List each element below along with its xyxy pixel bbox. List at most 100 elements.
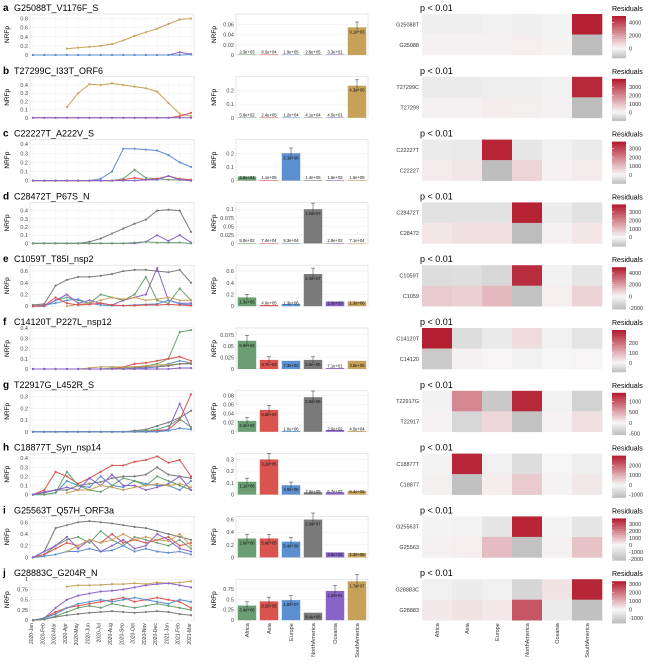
- legend-color-step: [612, 26, 626, 29]
- series-point-Africa: [99, 606, 102, 610]
- series-point-NorthAmerica: [144, 610, 147, 614]
- legend-color-step: [612, 478, 626, 482]
- series-point-Oceania: [178, 51, 181, 54]
- heatmap-cell-SouthAmerica: [572, 516, 603, 538]
- series-line-SouthAmerica: [66, 296, 191, 307]
- bar-SouthAmerica: [347, 243, 367, 244]
- line-y-tick-label: 0.6: [20, 269, 28, 275]
- panel-i: i G25563T_Q57H_ORF3a p < 0.01 0 0.2 0.4 0.6 NRF…: [3, 505, 643, 563]
- series-point-Oceania: [122, 367, 125, 371]
- legend-color-step: [612, 533, 626, 536]
- bar-SouthAmerica: [347, 430, 367, 432]
- series-point-NorthAmerica: [189, 362, 193, 365]
- legend-tick-label: -1000: [629, 550, 643, 556]
- legend-color-step: [612, 472, 626, 475]
- series-point-Asia: [144, 458, 147, 462]
- bar-Asia: [259, 601, 279, 621]
- series-point-Oceania: [189, 366, 193, 370]
- legend-color-step: [612, 531, 626, 534]
- legend-color-step: [612, 399, 626, 402]
- series-point-Europe: [110, 600, 114, 603]
- legend-tick-label: 0: [629, 607, 632, 613]
- bar-plot-frame: [235, 76, 369, 119]
- legend-color-step: [612, 83, 626, 86]
- legend-color-step: [612, 543, 626, 546]
- legend-color-step: [612, 30, 626, 34]
- line-y-tick-label: 0: [25, 116, 28, 122]
- series-point-SouthAmerica: [77, 92, 80, 95]
- legend-color-step: [612, 152, 626, 155]
- bar-SouthAmerica: [347, 360, 367, 369]
- panel-j: j G28883C_G204R_N p < 0.01 0 0.25 0.5 0.75 1 NRF…: [2, 568, 643, 624]
- legend-color-step: [612, 235, 626, 239]
- legend-color-step: [612, 101, 626, 105]
- heatmap-cell-SouthAmerica: [572, 599, 603, 621]
- series-point-NorthAmerica: [88, 240, 91, 243]
- heatmap-cell-NorthAmerica: [512, 390, 543, 412]
- series-point-SouthAmerica: [167, 296, 170, 299]
- bar-count-label: 2.2e+04: [327, 593, 343, 598]
- series-point-NorthAmerica: [122, 475, 125, 478]
- heatmap-cell-NorthAmerica: [512, 579, 543, 600]
- series-point-Asia: [167, 598, 170, 601]
- bar-count-label: 6.8e+04: [261, 412, 277, 417]
- series-point-Asia: [178, 355, 181, 358]
- legend-color-step: [612, 413, 626, 417]
- bar-Asia: [259, 359, 279, 369]
- series-point-Africa: [167, 241, 170, 244]
- heatmap-row-label: C22227: [400, 168, 419, 174]
- heatmap-cell-Europe: [482, 202, 513, 224]
- heatmap-cell-Oceania: [542, 14, 573, 35]
- series-point-Africa: [156, 428, 159, 431]
- bar-y-tick-label: 0.04: [223, 33, 234, 39]
- legend-color-step: [612, 581, 626, 584]
- series-point-Oceania: [144, 488, 147, 492]
- series-point-Oceania: [54, 116, 57, 119]
- legend-color-step: [612, 277, 626, 281]
- panel-c: c C22227T_A222V_S p < 0.01 0 0.1 0.2 0.3 0.4 NRF…: [3, 129, 643, 185]
- legend-color-step: [612, 409, 626, 412]
- line-y-tick-label: 0.1: [20, 483, 28, 489]
- legend-color-step: [612, 539, 626, 542]
- series-point-SouthAmerica: [189, 17, 193, 20]
- month-tick-label: 2020-Sep: [119, 623, 125, 645]
- line-y-tick-label: 0.3: [20, 465, 28, 471]
- series-point-Oceania: [122, 179, 125, 182]
- legend-color-step: [612, 141, 626, 144]
- bar-SouthAmerica: [347, 301, 367, 307]
- series-point-Europe: [77, 298, 80, 301]
- bar-count-label: 4.0e+06: [283, 487, 299, 492]
- series-point-Asia: [110, 532, 114, 536]
- legend-color-step: [612, 294, 626, 297]
- series-point-NorthAmerica: [77, 612, 80, 616]
- legend-color-step: [612, 16, 626, 19]
- legend-tick-label: 200: [629, 341, 638, 347]
- legend-color-step: [612, 179, 626, 182]
- series-point-Oceania: [88, 116, 91, 119]
- series-point-NorthAmerica: [54, 284, 57, 287]
- p-value: p < 0.01: [420, 568, 453, 578]
- series-point-Oceania: [54, 299, 57, 302]
- heatmap-cell-Africa: [422, 453, 453, 475]
- series-point-Oceania: [110, 179, 114, 182]
- legend-color-step: [612, 340, 626, 343]
- bar-y-tick-label: 0.2: [226, 292, 234, 298]
- bar-NorthAmerica: [303, 397, 323, 432]
- heatmap-cell-NorthAmerica: [512, 34, 543, 56]
- series-point-Oceania: [99, 116, 102, 119]
- legend-color-step: [612, 143, 626, 147]
- bar-count-label: 8.4e+06: [305, 615, 321, 620]
- series-point-SouthAmerica: [189, 299, 193, 302]
- series-point-Asia: [178, 544, 181, 547]
- series-point-Africa: [178, 417, 181, 421]
- heatmap-row-label: C1059: [403, 294, 419, 300]
- legend-color-step: [612, 367, 626, 371]
- bar-y-tick-label: 0.1: [226, 207, 234, 213]
- bar-count-label: 3.5e+03: [327, 552, 343, 557]
- legend-color-step: [612, 587, 626, 590]
- series-point-NorthAmerica: [88, 275, 91, 279]
- series-point-NorthAmerica: [189, 230, 193, 234]
- series-point-Oceania: [189, 586, 193, 589]
- series-point-Oceania: [31, 493, 35, 496]
- bar-y-tick-label: 0: [231, 53, 234, 59]
